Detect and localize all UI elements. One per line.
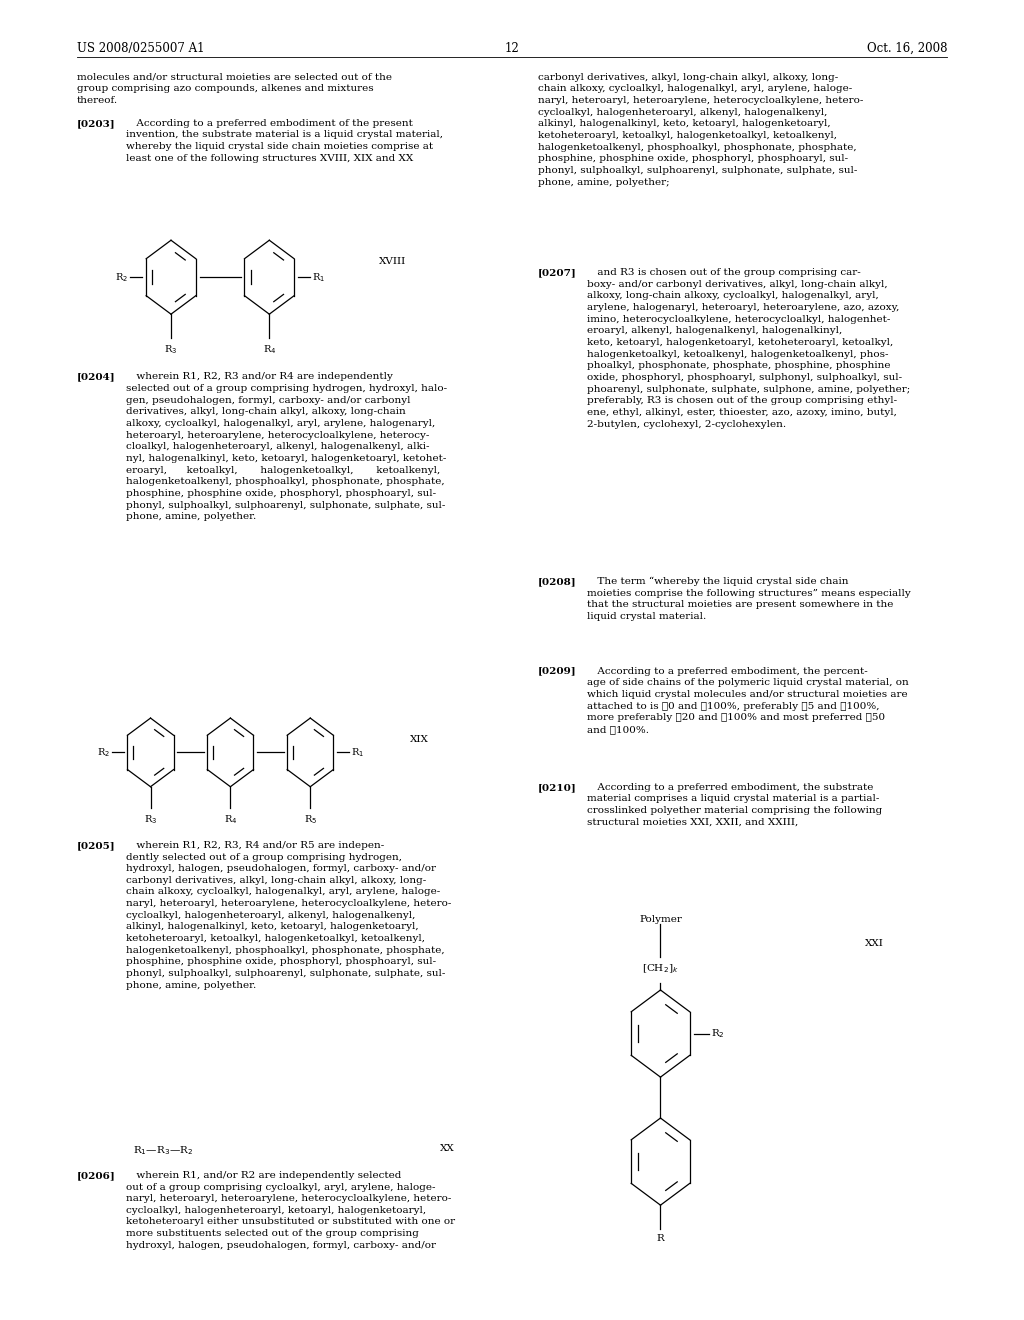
Text: According to a preferred embodiment, the substrate
material comprises a liquid c: According to a preferred embodiment, the…: [587, 783, 882, 826]
Text: [0205]: [0205]: [77, 841, 116, 850]
Text: R$_2$: R$_2$: [711, 1027, 724, 1040]
Text: R: R: [656, 1234, 665, 1243]
Text: [0210]: [0210]: [538, 783, 577, 792]
Text: XXI: XXI: [865, 940, 884, 948]
Text: R$_3$: R$_3$: [144, 813, 157, 826]
Text: carbonyl derivatives, alkyl, long-chain alkyl, alkoxy, long-
chain alkoxy, cyclo: carbonyl derivatives, alkyl, long-chain …: [538, 73, 863, 186]
Text: Oct. 16, 2008: Oct. 16, 2008: [866, 42, 947, 55]
Text: [0207]: [0207]: [538, 268, 577, 277]
Text: R$_3$: R$_3$: [165, 343, 177, 356]
Text: According to a preferred embodiment, the percent-
age of side chains of the poly: According to a preferred embodiment, the…: [587, 667, 908, 734]
Text: [0209]: [0209]: [538, 667, 577, 676]
Text: R$_1$: R$_1$: [351, 746, 365, 759]
Text: 12: 12: [505, 42, 519, 55]
Text: R$_4$: R$_4$: [262, 343, 276, 356]
Text: wherein R1, R2, R3 and/or R4 are independently
selected out of a group comprisin: wherein R1, R2, R3 and/or R4 are indepen…: [126, 372, 447, 521]
Text: R$_1$: R$_1$: [312, 271, 326, 284]
Text: [0208]: [0208]: [538, 577, 577, 586]
Text: XVIII: XVIII: [379, 257, 407, 265]
Text: [0206]: [0206]: [77, 1171, 116, 1180]
Text: wherein R1, and/or R2 are independently selected
out of a group comprising cyclo: wherein R1, and/or R2 are independently …: [126, 1171, 455, 1250]
Text: [CH$_2$]$_k$: [CH$_2$]$_k$: [642, 962, 679, 975]
Text: R$_4$: R$_4$: [223, 813, 238, 826]
Text: R$_2$: R$_2$: [115, 271, 128, 284]
Text: [0204]: [0204]: [77, 372, 116, 381]
Text: [0203]: [0203]: [77, 119, 116, 128]
Text: and R3 is chosen out of the group comprising car-
boxy- and/or carbonyl derivati: and R3 is chosen out of the group compri…: [587, 268, 910, 429]
Text: wherein R1, R2, R3, R4 and/or R5 are indepen-
dently selected out of a group com: wherein R1, R2, R3, R4 and/or R5 are ind…: [126, 841, 452, 990]
Text: XIX: XIX: [410, 735, 428, 743]
Text: R$_5$: R$_5$: [304, 813, 316, 826]
Text: US 2008/0255007 A1: US 2008/0255007 A1: [77, 42, 205, 55]
Text: XX: XX: [440, 1144, 455, 1154]
Text: According to a preferred embodiment of the present
invention, the substrate mate: According to a preferred embodiment of t…: [126, 119, 443, 162]
Text: R$_1$—R$_3$—R$_2$: R$_1$—R$_3$—R$_2$: [133, 1144, 194, 1158]
Text: Polymer: Polymer: [639, 915, 682, 924]
Text: molecules and/or structural moieties are selected out of the
group comprising az: molecules and/or structural moieties are…: [77, 73, 392, 104]
Text: The term “whereby the liquid crystal side chain
moieties comprise the following : The term “whereby the liquid crystal sid…: [587, 577, 910, 622]
Text: R$_2$: R$_2$: [96, 746, 110, 759]
